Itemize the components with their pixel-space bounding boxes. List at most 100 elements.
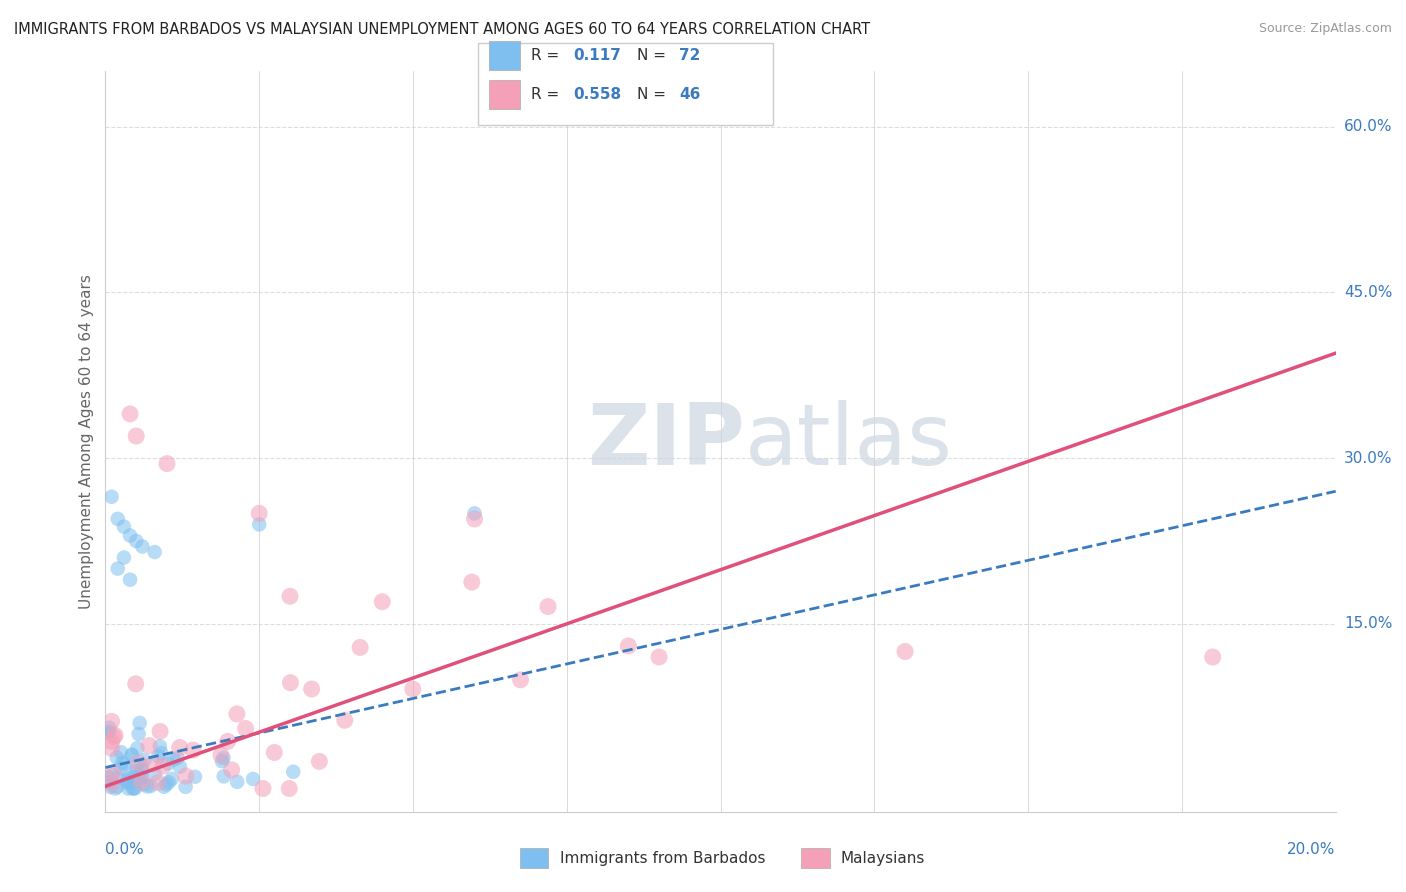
Point xyxy=(136,780,159,794)
Point xyxy=(139,779,162,793)
Point xyxy=(118,775,141,789)
Y-axis label: Unemployment Among Ages 60 to 64 years: Unemployment Among Ages 60 to 64 years xyxy=(79,274,94,609)
Text: 45.0%: 45.0% xyxy=(1344,285,1392,300)
Text: ZIP: ZIP xyxy=(588,400,745,483)
Point xyxy=(235,722,257,736)
Text: 46: 46 xyxy=(679,87,700,102)
Point xyxy=(142,757,165,772)
Point xyxy=(125,533,148,548)
Point xyxy=(212,769,235,783)
Point xyxy=(301,681,323,696)
Point xyxy=(143,767,166,781)
Point xyxy=(149,724,172,739)
Point xyxy=(402,681,425,696)
Point xyxy=(107,561,129,575)
Point xyxy=(280,675,302,690)
Point xyxy=(125,764,148,779)
Point xyxy=(120,528,141,542)
Text: 20.0%: 20.0% xyxy=(1288,842,1336,857)
Point xyxy=(125,760,148,774)
Point xyxy=(131,761,153,775)
Point xyxy=(103,730,125,744)
Point xyxy=(124,774,146,789)
Point xyxy=(104,728,127,742)
Text: atlas: atlas xyxy=(745,400,953,483)
Point xyxy=(278,781,301,796)
Point xyxy=(146,775,169,789)
Text: N =: N = xyxy=(637,48,666,62)
Point xyxy=(121,770,143,784)
Text: 15.0%: 15.0% xyxy=(1344,616,1392,632)
Point xyxy=(537,599,560,614)
Point xyxy=(278,589,301,603)
Point xyxy=(120,573,141,587)
Point xyxy=(155,777,177,791)
Point xyxy=(464,512,486,526)
Point xyxy=(100,714,122,729)
Point xyxy=(100,777,122,791)
Point xyxy=(121,747,143,762)
Point xyxy=(105,780,128,794)
Point xyxy=(169,760,191,774)
Point xyxy=(252,781,274,796)
Point xyxy=(101,765,124,780)
Text: R =: R = xyxy=(531,87,560,102)
Text: 30.0%: 30.0% xyxy=(1344,450,1392,466)
Point xyxy=(101,768,124,782)
Point xyxy=(117,776,139,790)
Point xyxy=(464,507,486,521)
Point xyxy=(160,772,183,786)
Point xyxy=(169,740,191,755)
Point xyxy=(131,775,153,789)
Point xyxy=(143,545,166,559)
Point xyxy=(112,550,135,565)
Point xyxy=(217,734,239,748)
Point xyxy=(131,764,153,778)
Point xyxy=(156,457,179,471)
Point xyxy=(184,770,207,784)
Point xyxy=(138,739,160,753)
Point xyxy=(283,764,305,779)
Text: 60.0%: 60.0% xyxy=(1344,120,1392,134)
Point xyxy=(153,780,176,794)
Text: 72: 72 xyxy=(679,48,700,62)
Point xyxy=(174,780,197,794)
Point xyxy=(131,540,153,554)
Point xyxy=(648,650,671,665)
Point xyxy=(128,727,150,741)
Point xyxy=(98,725,121,739)
Text: 0.558: 0.558 xyxy=(574,87,621,102)
Point xyxy=(131,770,153,784)
Point xyxy=(105,750,128,764)
Point xyxy=(127,741,149,756)
Text: R =: R = xyxy=(531,48,560,62)
Point xyxy=(100,490,122,504)
Text: N =: N = xyxy=(637,87,666,102)
Point xyxy=(242,772,264,786)
Point xyxy=(97,770,120,784)
Point xyxy=(174,769,197,783)
Point xyxy=(226,774,249,789)
Point xyxy=(371,595,394,609)
Point xyxy=(96,775,118,789)
Point xyxy=(146,749,169,764)
Text: Malaysians: Malaysians xyxy=(841,851,925,865)
Text: 0.0%: 0.0% xyxy=(105,842,145,857)
Point xyxy=(894,644,917,658)
Point xyxy=(212,751,235,765)
Point xyxy=(163,753,186,767)
Point xyxy=(211,754,233,768)
Point xyxy=(152,759,174,773)
Point xyxy=(1201,650,1223,665)
Point xyxy=(247,507,270,521)
Point xyxy=(121,781,143,796)
Point xyxy=(107,512,129,526)
Point xyxy=(157,775,180,789)
Point xyxy=(124,781,146,796)
Point xyxy=(115,773,138,788)
Point xyxy=(100,741,122,756)
Point xyxy=(166,751,188,765)
Point xyxy=(225,706,247,721)
Point xyxy=(111,756,134,770)
Point xyxy=(112,519,135,533)
